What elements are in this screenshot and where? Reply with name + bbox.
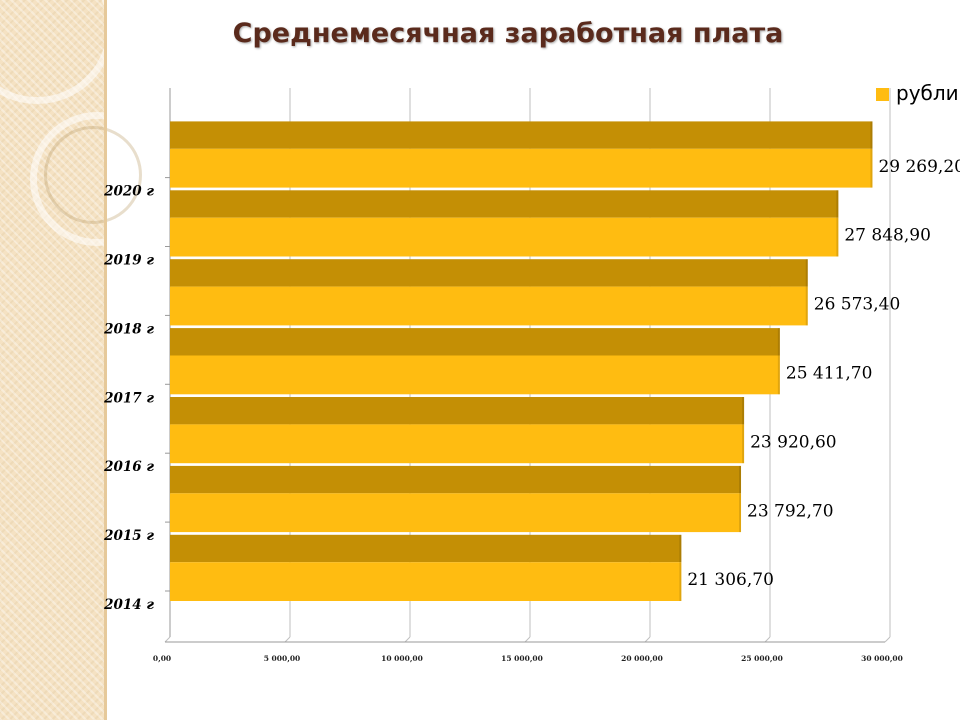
bar bbox=[170, 562, 682, 601]
y-category-label: 2014 г bbox=[103, 597, 154, 613]
bar-top-face bbox=[170, 328, 780, 356]
bar-end-face bbox=[777, 328, 780, 395]
y-category-label: 2019 г bbox=[103, 253, 154, 269]
bar-value-label: 21 306,70 bbox=[687, 570, 774, 590]
y-category-label: 2016 г bbox=[103, 459, 154, 475]
bar-end-face bbox=[739, 465, 742, 533]
x-tick-label: 30 000,00 bbox=[861, 654, 903, 663]
gridline-floor bbox=[284, 636, 291, 643]
bar-top-face bbox=[170, 190, 839, 218]
y-category-label: 2017 г bbox=[103, 390, 154, 406]
gridline-floor bbox=[404, 636, 411, 643]
bar bbox=[170, 148, 873, 188]
bar-value-label: 26 573,40 bbox=[814, 295, 901, 315]
bar bbox=[170, 493, 742, 533]
x-tick-label: 0,00 bbox=[153, 654, 171, 663]
y-category-label: 2015 г bbox=[103, 528, 154, 544]
legend-label: рубли bbox=[896, 81, 959, 105]
bar bbox=[170, 217, 839, 257]
bar-end-face bbox=[805, 259, 808, 326]
x-tick-label: 10 000,00 bbox=[381, 654, 423, 663]
bar bbox=[170, 424, 745, 464]
decorative-side-panel bbox=[0, 0, 164, 720]
y-category-label: 2020 г bbox=[103, 184, 154, 200]
bar-value-label: 23 920,60 bbox=[750, 432, 837, 452]
bar-value-label: 25 411,70 bbox=[786, 364, 873, 384]
y-category-label: 2018 г bbox=[103, 321, 154, 337]
gridline-floor bbox=[644, 636, 651, 643]
bar bbox=[170, 355, 780, 395]
gridline-floor bbox=[524, 636, 531, 643]
bar-end-face bbox=[836, 190, 839, 257]
x-tick-label: 25 000,00 bbox=[741, 654, 783, 663]
bar-top-face bbox=[170, 121, 873, 149]
bar-top-face bbox=[170, 534, 682, 563]
bar bbox=[170, 286, 808, 326]
gridline-floor bbox=[764, 636, 771, 643]
bar-value-label: 29 269,20 bbox=[878, 157, 960, 177]
x-tick-label: 15 000,00 bbox=[501, 654, 543, 663]
bar-top-face bbox=[170, 465, 742, 494]
panel-divider bbox=[104, 0, 107, 720]
bar-top-face bbox=[170, 397, 745, 425]
bar-end-face bbox=[870, 121, 873, 188]
x-tick-label: 5 000,00 bbox=[264, 654, 301, 663]
bar-end-face bbox=[679, 534, 682, 601]
gridline-floor bbox=[164, 636, 171, 643]
x-tick-label: 20 000,00 bbox=[621, 654, 663, 663]
decorative-ring bbox=[44, 126, 142, 224]
bar-top-face bbox=[170, 259, 808, 287]
bar-value-label: 23 792,70 bbox=[747, 501, 834, 521]
bar-value-label: 27 848,90 bbox=[844, 226, 931, 246]
chart-title: Среднемесячная заработная плата bbox=[232, 18, 784, 49]
bar-end-face bbox=[742, 397, 745, 464]
gridline-floor bbox=[884, 636, 891, 643]
legend-swatch bbox=[876, 88, 889, 101]
decorative-ring bbox=[30, 112, 164, 246]
